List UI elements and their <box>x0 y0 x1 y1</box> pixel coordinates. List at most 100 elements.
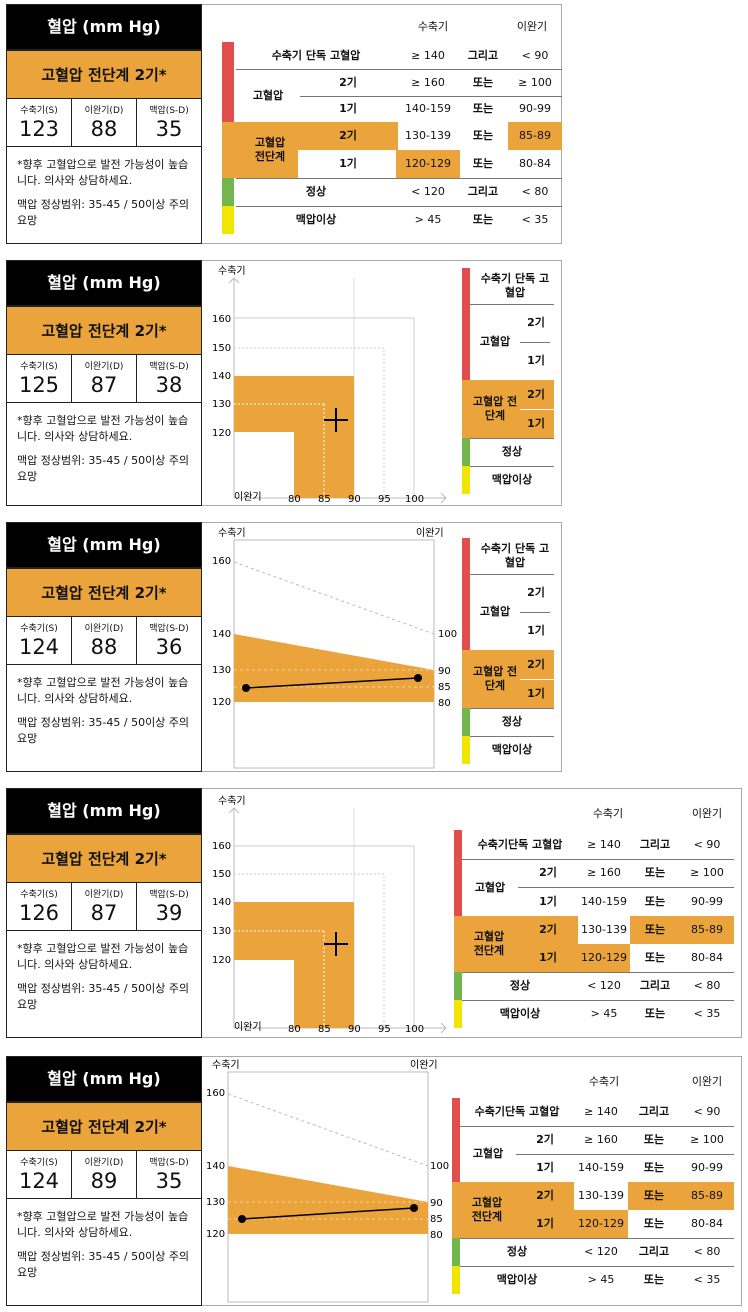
h2-or: 또는 <box>644 866 666 879</box>
label-diastolic: 이완기(D) <box>84 890 124 900</box>
row-prehyp-label: 고혈압 전단계 <box>254 136 286 163</box>
classification-table-1: 수축기 이완기 수축기 단독 고혈압 ≥ 140 그리고 < 90 고혈압 2기… <box>222 14 562 234</box>
x-tick-80: 80 <box>288 494 301 505</box>
note-pulse-range: 맥압 정상범위: 35-45 / 50이상 주의 요망 <box>17 982 190 1011</box>
summary-panel-4: 혈압 (mm Hg) 고혈압 전단계 2기* 수축기(S) 126 이완기(D) 8… <box>6 788 202 1038</box>
left-tick-130: 130 <box>206 1197 225 1208</box>
left-tick-130: 130 <box>212 665 231 676</box>
x-tick-90: 90 <box>348 494 361 505</box>
y-tick-120: 120 <box>212 428 231 439</box>
l-dia: < 35 <box>693 1007 721 1020</box>
n-and: 그리고 <box>639 979 671 992</box>
row-prehyp-label: 고혈압 전단계 <box>472 395 518 422</box>
mini-table-3: 수축기 단독 고혈압 고혈압 2기 1기 고혈압 전단계 2기 1기 정상 맥압… <box>462 538 554 764</box>
iso-sys: ≥ 140 <box>584 1105 618 1118</box>
h1-sys: 140-159 <box>581 894 627 908</box>
note-pulse-range: 맥압 정상범위: 35-45 / 50이상 주의 요망 <box>17 454 190 483</box>
p2-sys: 130-139 <box>405 129 451 142</box>
y-tick-160: 160 <box>212 841 231 852</box>
area-chart-2: 수축기 160 150 140 130 120 이완기 80 85 90 95 … <box>212 265 447 505</box>
p1-sys: 120-129 <box>405 157 451 170</box>
y-tick-120: 120 <box>212 955 231 966</box>
p2-or: 또는 <box>472 129 494 142</box>
row-isolated-label: 수축기단독 고혈압 <box>474 1105 560 1118</box>
p2-or: 또는 <box>644 923 666 936</box>
summary-panel-3: 혈압 (mm Hg) 고혈압 전단계 2기* 수축기(S) 124 이완기(D) 8… <box>6 522 202 772</box>
title: 혈압 (mm Hg) <box>7 789 201 833</box>
value-systolic: 124 <box>18 1169 60 1193</box>
row-pulse-abnormal-label: 맥압이상 <box>499 1007 541 1020</box>
p2-label: 2기 <box>539 923 557 936</box>
stage-label: 고혈압 전단계 2기* <box>7 567 201 617</box>
note-risk: *향후 고혈압으로 발전 가능성이 높습니다. 의사와 상담하세요. <box>17 414 189 443</box>
h2-label: 2기 <box>339 75 357 89</box>
l-or: 또는 <box>644 1007 666 1020</box>
iso-dia: < 90 <box>693 837 721 851</box>
left-tick-120: 120 <box>206 1229 225 1240</box>
p1-or: 또는 <box>644 951 666 964</box>
advice-note: *향후 고혈압으로 발전 가능성이 높습니다. 의사와 상담하세요. 맥압 정상… <box>7 147 201 229</box>
stage-label: 고혈압 전단계 2기* <box>7 305 201 355</box>
h2-label: 2기 <box>539 866 557 879</box>
value-pulse: 39 <box>155 901 183 925</box>
iso-sys: ≥ 140 <box>587 837 621 851</box>
n-sys: < 120 <box>584 1245 618 1258</box>
col-diastolic: 이완기 <box>691 1075 723 1088</box>
value-systolic: 126 <box>18 901 60 925</box>
summary-panel-5: 혈압 (mm Hg) 고혈압 전단계 2기* 수축기(S) 124 이완기(D) 8… <box>6 1056 202 1306</box>
summary-panel-2: 혈압 (mm Hg) 고혈압 전단계 2기* 수축기(S) 125 이완기(D) 8… <box>6 260 202 506</box>
value-systolic: 123 <box>18 117 60 141</box>
p2-label: 2기 <box>527 387 545 401</box>
row-pulse-abnormal-label: 맥압이상 <box>491 743 533 756</box>
mini-table-2: 수축기 단독 고혈압 고혈압 2기 1기 고혈압 전단계 2기 1기 정상 맥압… <box>462 268 554 494</box>
label-diastolic: 이완기(D) <box>84 362 124 372</box>
row-normal-label: 정상 <box>305 185 327 198</box>
p2-sys: 130-139 <box>578 1189 624 1202</box>
note-pulse-range: 맥압 정상범위: 35-45 / 50이상 주의 요망 <box>17 716 190 745</box>
p2-dia: 85-89 <box>691 1189 723 1202</box>
h2-label: 2기 <box>527 586 545 599</box>
note-risk: *향후 고혈압으로 발전 가능성이 높습니다. 의사와 상담하세요. <box>17 158 189 187</box>
n-dia: < 80 <box>693 979 721 992</box>
h2-sys: ≥ 160 <box>411 75 445 89</box>
row-prehyp-label: 고혈압 전단계 <box>473 930 505 957</box>
value-diastolic: 88 <box>90 117 118 141</box>
label-systolic: 수축기(S) <box>20 890 58 900</box>
color-bar-red <box>222 42 234 122</box>
h2-dia: ≥ 100 <box>690 1133 724 1146</box>
line-chart-5: 수축기 이완기 160 140 130 120 100 90 85 80 <box>206 1059 449 1303</box>
iso-sys: ≥ 140 <box>411 48 445 62</box>
y-tick-140: 140 <box>212 371 231 382</box>
row-hypertension-label: 고혈압 <box>252 88 284 102</box>
note-risk: *향후 고혈압으로 발전 가능성이 높습니다. 의사와 상담하세요. <box>17 1210 189 1239</box>
x-axis-title: 이완기 <box>234 1021 262 1033</box>
p2-or: 또는 <box>643 1189 665 1202</box>
row-normal-label: 정상 <box>509 979 531 992</box>
label-pulse: 맥압(S-D) <box>149 362 189 372</box>
y-tick-130: 130 <box>212 399 231 410</box>
y-axis-title: 수축기 <box>218 265 246 277</box>
row-normal-label: 정상 <box>501 445 523 458</box>
x-tick-95: 95 <box>378 1024 391 1035</box>
h2-sys: ≥ 160 <box>587 866 621 879</box>
value-diastolic: 89 <box>90 1169 118 1193</box>
n-dia: < 80 <box>693 1245 721 1258</box>
p2-sys: 130-139 <box>581 923 627 936</box>
color-bar-yellow <box>222 206 234 234</box>
h1-dia: 90-99 <box>519 102 551 115</box>
h1-dia: 90-99 <box>691 1161 723 1174</box>
n-and: 그리고 <box>467 185 499 198</box>
row-pulse-abnormal-label: 맥압이상 <box>491 473 533 486</box>
x-tick-95: 95 <box>378 494 391 505</box>
title: 혈압 (mm Hg) <box>7 1057 201 1101</box>
left-axis-title: 수축기 <box>218 527 246 539</box>
row-hypertension-label: 고혈압 <box>472 1147 504 1160</box>
color-bar-green <box>222 178 234 206</box>
right-tick-80: 80 <box>430 1230 443 1241</box>
y-tick-140: 140 <box>212 897 231 908</box>
advice-note: *향후 고혈압으로 발전 가능성이 높습니다. 의사와 상담하세요. 맥압 정상… <box>7 665 201 747</box>
values-row: 수축기(S) 125 이완기(D) 87 맥압(S-D) 38 <box>7 355 201 403</box>
row-normal-label: 정상 <box>501 715 523 728</box>
l-sys: > 45 <box>414 213 442 226</box>
p1-dia: 80-84 <box>691 1217 723 1230</box>
